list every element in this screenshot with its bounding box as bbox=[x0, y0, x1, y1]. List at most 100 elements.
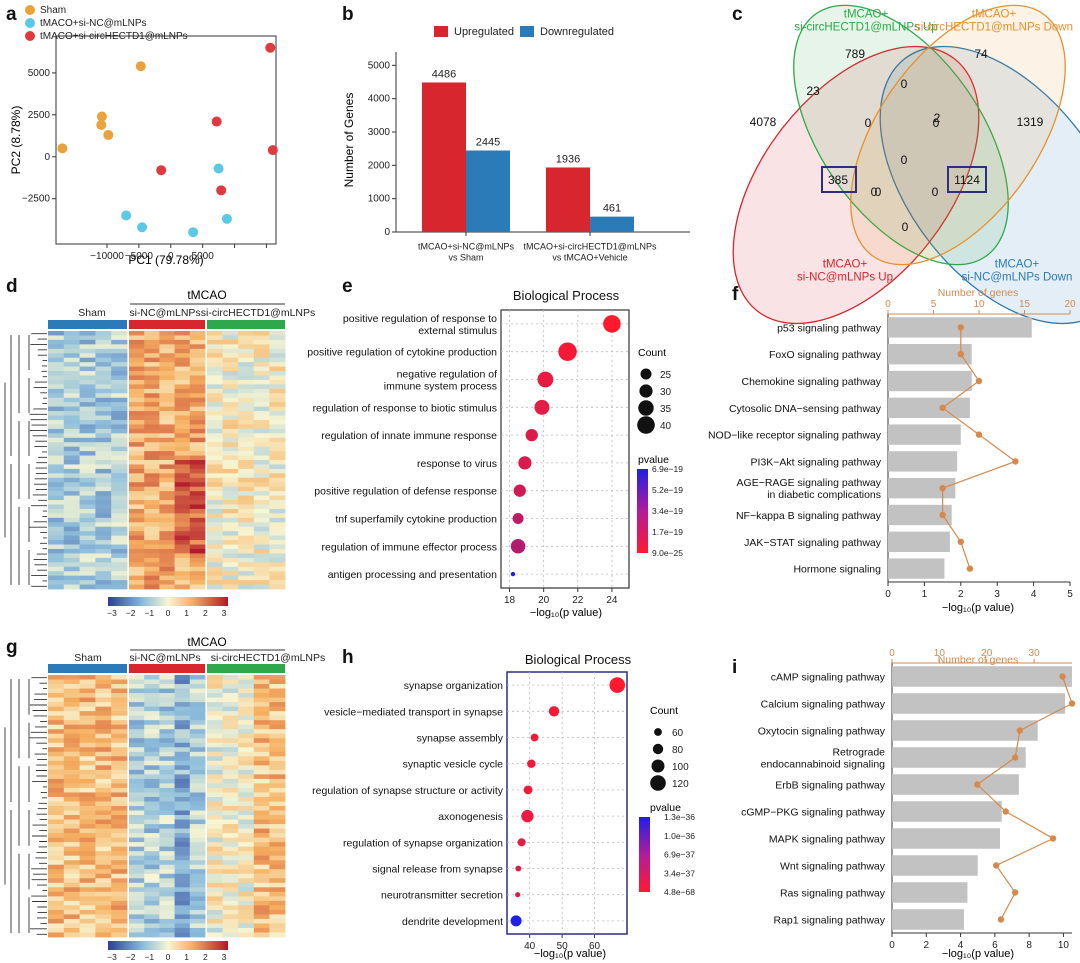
heatmap-cell bbox=[189, 824, 206, 829]
panel-letter-b: b bbox=[342, 4, 354, 25]
heatmap-cell bbox=[207, 375, 223, 381]
heatmap-cell bbox=[269, 433, 286, 439]
kegg-f-bar bbox=[888, 478, 956, 499]
heatmap-cell bbox=[238, 869, 255, 875]
heatmap-cell bbox=[79, 491, 96, 496]
heatmap-cell bbox=[207, 402, 223, 408]
heatmap-cell bbox=[63, 742, 80, 748]
heatmap-cell bbox=[189, 553, 206, 559]
heatmap-cell bbox=[159, 905, 175, 911]
heatmap-cell bbox=[129, 357, 145, 363]
heatmap-cell bbox=[95, 540, 112, 545]
heatmap-cell bbox=[269, 837, 286, 843]
heatmap-cell bbox=[95, 504, 112, 510]
heatmap-cell bbox=[95, 697, 112, 703]
heatmap-cell bbox=[238, 738, 255, 744]
heatmap-cell bbox=[207, 738, 223, 744]
go-h-term-label: regulation of synapse organization bbox=[343, 837, 503, 849]
heatmap-cell bbox=[174, 442, 191, 448]
kegg-f-x-tick-label: 2 bbox=[958, 589, 964, 600]
heatmap-cell bbox=[111, 729, 128, 735]
heatmap-cell bbox=[111, 544, 128, 550]
kegg-i-gene-count-point bbox=[993, 862, 1000, 869]
heatmap-cell bbox=[222, 909, 239, 915]
heatmap-cell bbox=[48, 787, 65, 793]
heatmap-cell bbox=[222, 419, 239, 425]
heatmap-cell bbox=[222, 905, 239, 911]
go-e-dot bbox=[512, 513, 524, 524]
heatmap-cell bbox=[111, 451, 128, 456]
heatmap-cell bbox=[48, 584, 65, 590]
heatmap-cell bbox=[48, 339, 65, 345]
heatmap-cell bbox=[269, 697, 286, 703]
heatmap-cell bbox=[48, 504, 65, 510]
heatmap-cell bbox=[129, 684, 145, 689]
heatmap-cell bbox=[222, 679, 239, 685]
heatmap-cell bbox=[95, 446, 112, 452]
heatmap-cell bbox=[174, 571, 191, 577]
heatmap-cell bbox=[48, 914, 65, 920]
heatmap-cell bbox=[144, 339, 160, 345]
heatmap-cell bbox=[111, 765, 128, 771]
go-h-count-legend-title: Count bbox=[650, 705, 678, 717]
heatmap-cell bbox=[189, 796, 206, 802]
kegg-i-category-label: ErbB signaling pathway bbox=[775, 780, 885, 792]
heatmap-cell bbox=[222, 335, 239, 341]
deg-bar-value: 4486 bbox=[432, 68, 456, 80]
kegg-f-gene-count-line bbox=[941, 327, 1017, 569]
heatmap-cell bbox=[253, 428, 270, 434]
heatmap-cell bbox=[95, 388, 112, 394]
heatmap-cell bbox=[111, 353, 128, 359]
heatmap-cell bbox=[111, 437, 128, 443]
heatmap-cell bbox=[189, 711, 206, 717]
kegg-f-gene-count-point bbox=[957, 324, 964, 331]
heatmap-cell bbox=[63, 729, 80, 735]
heatmap-cell bbox=[238, 500, 255, 505]
heatmap-cell bbox=[174, 415, 191, 421]
heatmap-cell bbox=[159, 508, 175, 514]
heatmap-cell bbox=[48, 742, 65, 748]
heatmap-cell bbox=[253, 855, 270, 861]
deg-y-tick-label: 1000 bbox=[368, 194, 391, 205]
pca-point-sham bbox=[96, 119, 107, 130]
heatmap-cell bbox=[48, 828, 65, 834]
heatmap-cell bbox=[144, 477, 160, 483]
go-e-term-label: negative regulation of immune system proc… bbox=[384, 369, 497, 393]
heatmap-cell bbox=[48, 548, 65, 554]
heatmap-cell bbox=[79, 348, 96, 354]
heatmap-cell bbox=[111, 711, 128, 717]
heatmap-cell bbox=[189, 526, 206, 532]
heatmap-cell bbox=[253, 500, 270, 505]
kegg-i-x-tick-label: 4 bbox=[958, 940, 964, 951]
heatmap-cell bbox=[189, 446, 206, 452]
kegg-f-top-tick-label: 15 bbox=[1019, 299, 1031, 310]
heatmap-cell bbox=[269, 526, 286, 532]
heatmap-cell bbox=[48, 526, 65, 532]
heatmap-cell bbox=[222, 891, 239, 897]
heatmap-cell bbox=[222, 411, 239, 416]
heatmap-cell bbox=[48, 684, 65, 689]
heatmap-cell bbox=[253, 402, 270, 408]
heatmap-cell bbox=[189, 756, 206, 762]
heatmap-cell bbox=[269, 442, 286, 448]
heatmap-cell bbox=[269, 742, 286, 748]
heatmap-cell bbox=[79, 442, 96, 448]
heatmap-cell bbox=[174, 774, 191, 780]
heatmap-cell bbox=[159, 495, 175, 501]
heatmap-cell bbox=[189, 819, 206, 825]
heatmap-cell bbox=[189, 684, 206, 689]
go-e-dot bbox=[534, 399, 550, 415]
heatmap-cell bbox=[95, 402, 112, 408]
venn-region-value: 0 bbox=[902, 220, 909, 234]
heatmap-cell bbox=[207, 584, 223, 590]
heatmap-cell bbox=[222, 344, 239, 350]
heatmap-cell bbox=[269, 428, 286, 434]
heatmap-cell bbox=[48, 860, 65, 866]
heatmap-cell bbox=[269, 468, 286, 474]
heatmap-cell bbox=[63, 464, 80, 470]
heatmap-cell bbox=[269, 375, 286, 381]
heatmap-cell bbox=[48, 693, 65, 698]
heatmap-cell bbox=[253, 801, 270, 807]
heatmap-cell bbox=[222, 331, 239, 336]
heatmap-cell bbox=[48, 451, 65, 456]
